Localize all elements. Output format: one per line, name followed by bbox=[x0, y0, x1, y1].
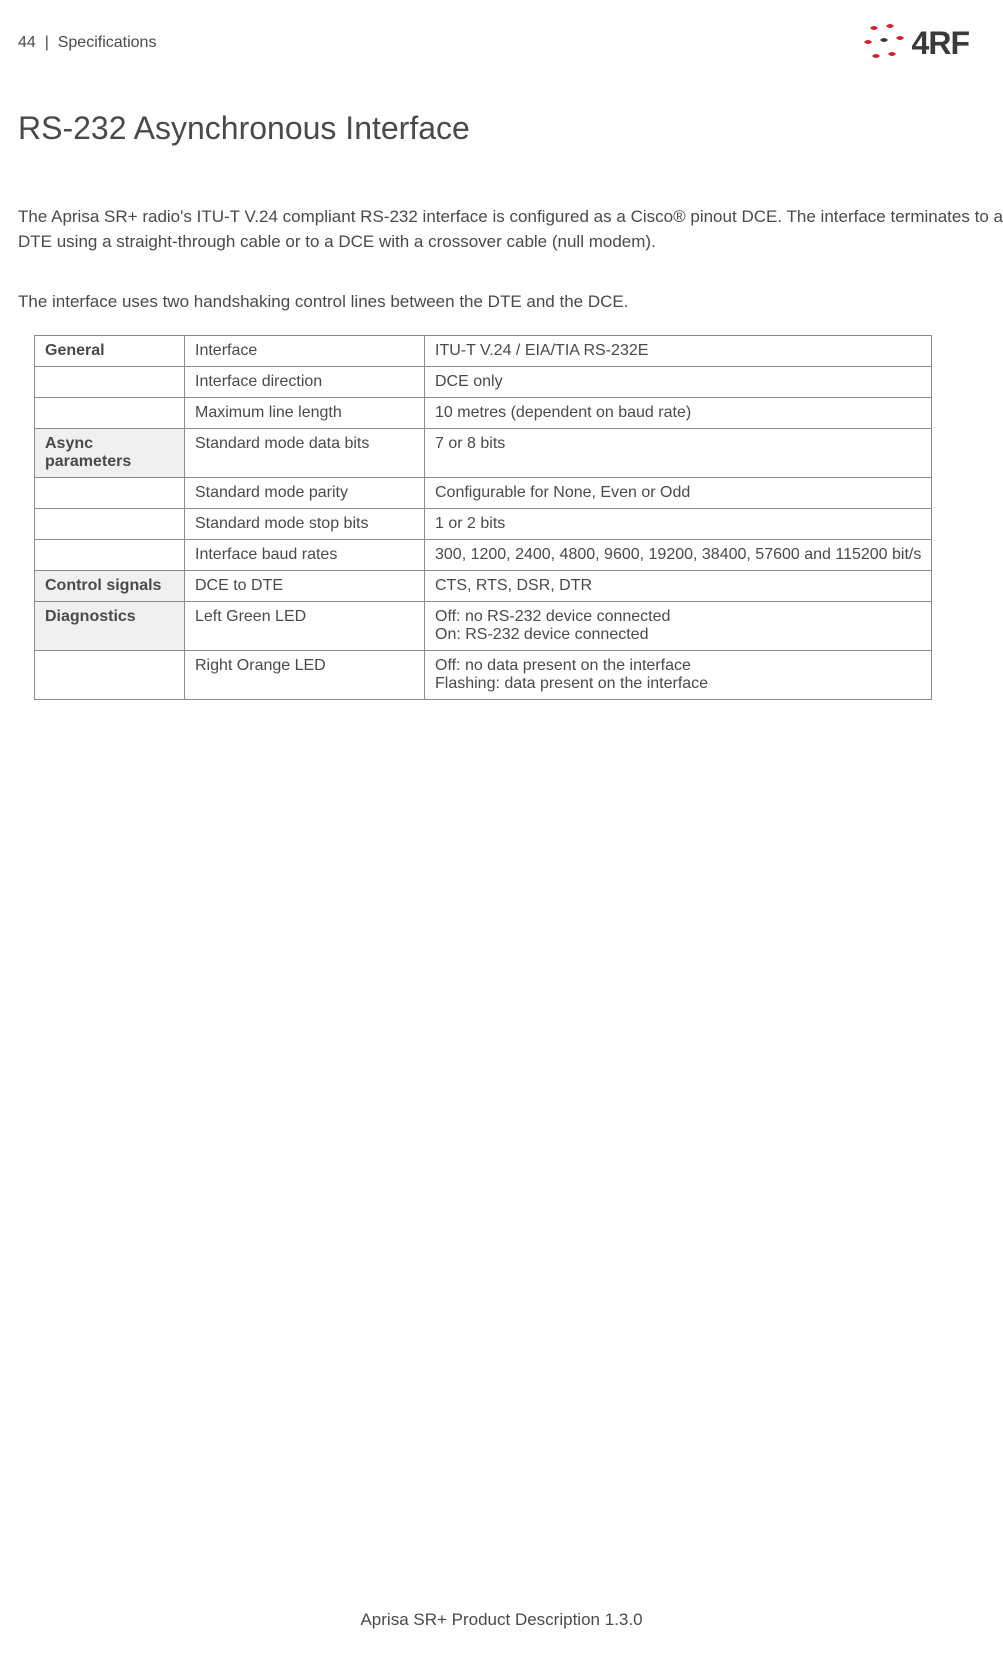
intro-paragraph-2: The interface uses two handshaking contr… bbox=[18, 290, 1003, 315]
table-row: Right Orange LEDOff: no data present on … bbox=[35, 651, 932, 700]
table-cell-value: CTS, RTS, DSR, DTR bbox=[425, 571, 932, 602]
page: 44 | Specifications 4RF RS-232 Asynchron… bbox=[0, 0, 1003, 1656]
table-row: DiagnosticsLeft Green LEDOff: no RS-232 … bbox=[35, 602, 932, 651]
table-cell-param: Interface baud rates bbox=[185, 540, 425, 571]
page-footer: Aprisa SR+ Product Description 1.3.0 bbox=[0, 1610, 1003, 1630]
table-cell-category: Diagnostics bbox=[35, 602, 185, 651]
table-row: Standard mode parityConfigurable for Non… bbox=[35, 478, 932, 509]
logo-text: 4RF bbox=[912, 25, 969, 62]
table-cell-param: Interface bbox=[185, 336, 425, 367]
table-cell-category: Control signals bbox=[35, 571, 185, 602]
table-cell-category: General bbox=[35, 336, 185, 367]
page-number: 44 bbox=[18, 34, 36, 51]
table-cell-category bbox=[35, 651, 185, 700]
table-cell-category bbox=[35, 540, 185, 571]
logo-dots-icon bbox=[860, 22, 906, 64]
brand-logo: 4RF bbox=[860, 22, 969, 64]
table-cell-param: Standard mode data bits bbox=[185, 429, 425, 478]
page-title: RS-232 Asynchronous Interface bbox=[18, 110, 470, 147]
table-cell-value: DCE only bbox=[425, 367, 932, 398]
table-row: Interface baud rates300, 1200, 2400, 480… bbox=[35, 540, 932, 571]
table-cell-param: Maximum line length bbox=[185, 398, 425, 429]
table-row: Interface directionDCE only bbox=[35, 367, 932, 398]
table-cell-value: 300, 1200, 2400, 4800, 9600, 19200, 3840… bbox=[425, 540, 932, 571]
header-separator: | bbox=[45, 34, 49, 51]
table-cell-param: Right Orange LED bbox=[185, 651, 425, 700]
table-row: Maximum line length10 metres (dependent … bbox=[35, 398, 932, 429]
table-cell-category bbox=[35, 478, 185, 509]
table-cell-category: Async parameters bbox=[35, 429, 185, 478]
table-cell-category bbox=[35, 367, 185, 398]
table-cell-value: 1 or 2 bits bbox=[425, 509, 932, 540]
table-cell-value: Off: no RS-232 device connectedOn: RS-23… bbox=[425, 602, 932, 651]
table-row: GeneralInterfaceITU-T V.24 / EIA/TIA RS-… bbox=[35, 336, 932, 367]
table-cell-category bbox=[35, 398, 185, 429]
header-left: 44 | Specifications bbox=[18, 34, 156, 52]
table-cell-value: Configurable for None, Even or Odd bbox=[425, 478, 932, 509]
table-cell-value: ITU-T V.24 / EIA/TIA RS-232E bbox=[425, 336, 932, 367]
table-cell-value: 10 metres (dependent on baud rate) bbox=[425, 398, 932, 429]
header-section: Specifications bbox=[58, 34, 157, 51]
table-row: Async parametersStandard mode data bits7… bbox=[35, 429, 932, 478]
table-cell-param: DCE to DTE bbox=[185, 571, 425, 602]
table-cell-value: 7 or 8 bits bbox=[425, 429, 932, 478]
table-row: Standard mode stop bits1 or 2 bits bbox=[35, 509, 932, 540]
table-cell-param: Left Green LED bbox=[185, 602, 425, 651]
table-cell-param: Standard mode stop bits bbox=[185, 509, 425, 540]
specifications-table: GeneralInterfaceITU-T V.24 / EIA/TIA RS-… bbox=[34, 335, 932, 700]
table-row: Control signalsDCE to DTECTS, RTS, DSR, … bbox=[35, 571, 932, 602]
table-cell-category bbox=[35, 509, 185, 540]
intro-paragraph-1: The Aprisa SR+ radio's ITU-T V.24 compli… bbox=[18, 205, 1003, 254]
table-cell-param: Standard mode parity bbox=[185, 478, 425, 509]
page-header: 44 | Specifications 4RF bbox=[18, 22, 969, 64]
table-cell-param: Interface direction bbox=[185, 367, 425, 398]
table-cell-value: Off: no data present on the interfaceFla… bbox=[425, 651, 932, 700]
